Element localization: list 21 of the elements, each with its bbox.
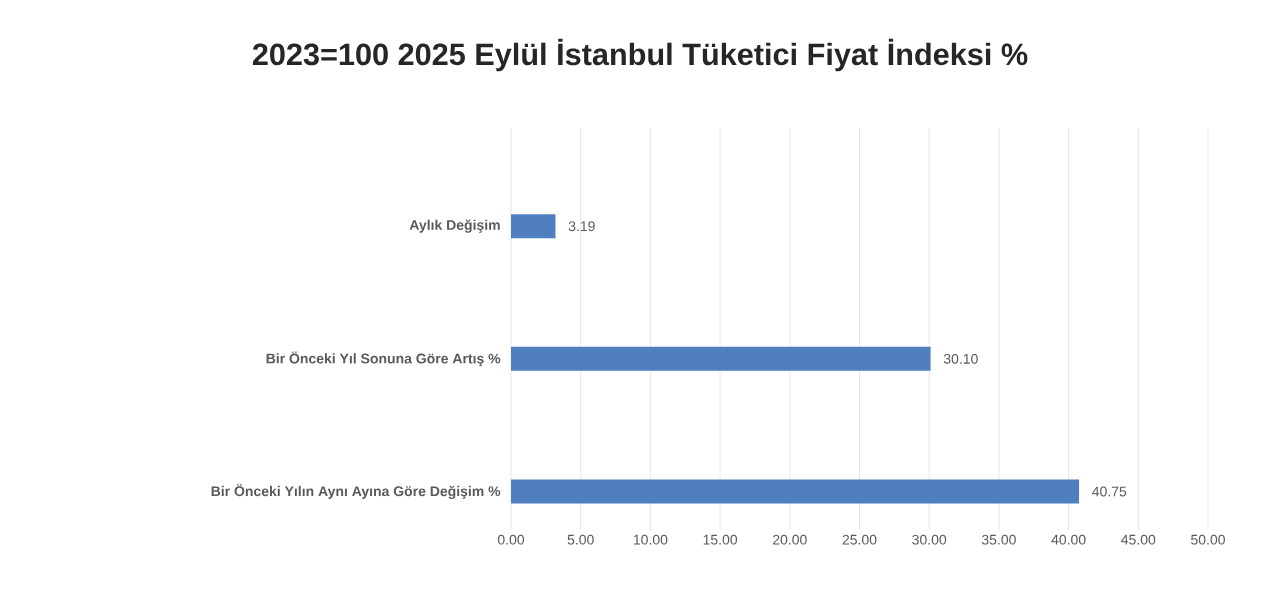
- chart-title: 2023=100 2025 Eylül İstanbul Tüketici Fiyat İndeksi %: [252, 38, 1028, 72]
- x-tick-label: 10.00: [633, 534, 668, 545]
- x-tick-label: 0.00: [497, 534, 525, 545]
- y-tick-label: Aylık Değişim: [409, 219, 500, 233]
- bar: [511, 214, 556, 239]
- x-tick-label: 30.00: [912, 534, 947, 545]
- x-tick-label: 40.00: [1051, 534, 1086, 545]
- y-tick-label: Bir Önceki Yılın Aynı Ayına Göre Değişim %: [211, 484, 501, 499]
- x-tick-label: 35.00: [981, 534, 1016, 545]
- data-label: 3.19: [568, 221, 595, 232]
- bar: [511, 479, 1080, 504]
- bar: [511, 346, 931, 371]
- data-label: 30.10: [943, 353, 978, 364]
- y-tick-label: Bir Önceki Yıl Sonuna Göre Artış %: [266, 351, 501, 367]
- x-tick-label: 15.00: [703, 534, 738, 545]
- x-tick-label: 50.00: [1191, 534, 1225, 545]
- x-tick-label: 45.00: [1121, 534, 1156, 545]
- x-tick-label: 25.00: [842, 534, 877, 545]
- x-tick-label: 5.00: [567, 534, 594, 545]
- data-label: 40.75: [1092, 486, 1127, 497]
- x-tick-label: 20.00: [773, 534, 807, 545]
